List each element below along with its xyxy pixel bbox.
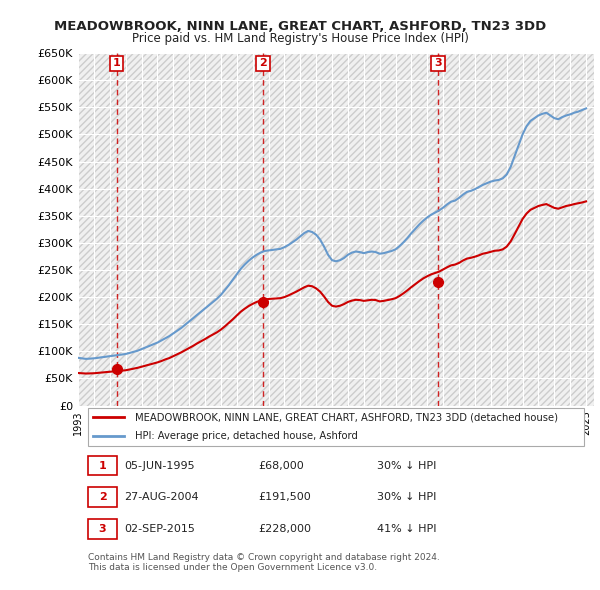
Text: 30% ↓ HPI: 30% ↓ HPI <box>377 461 437 471</box>
Text: £228,000: £228,000 <box>259 524 311 534</box>
Text: 30% ↓ HPI: 30% ↓ HPI <box>377 492 437 502</box>
Text: 1: 1 <box>113 58 121 68</box>
Text: MEADOWBROOK, NINN LANE, GREAT CHART, ASHFORD, TN23 3DD: MEADOWBROOK, NINN LANE, GREAT CHART, ASH… <box>54 20 546 33</box>
Text: 2: 2 <box>259 58 267 68</box>
Text: Contains HM Land Registry data © Crown copyright and database right 2024.
This d: Contains HM Land Registry data © Crown c… <box>88 553 440 572</box>
Text: 27-AUG-2004: 27-AUG-2004 <box>124 492 199 502</box>
Text: HPI: Average price, detached house, Ashford: HPI: Average price, detached house, Ashf… <box>135 431 358 441</box>
FancyBboxPatch shape <box>88 455 116 476</box>
Text: 3: 3 <box>98 524 106 534</box>
Text: 2: 2 <box>98 492 106 502</box>
FancyBboxPatch shape <box>88 519 116 539</box>
Text: 1: 1 <box>98 461 106 471</box>
Text: Price paid vs. HM Land Registry's House Price Index (HPI): Price paid vs. HM Land Registry's House … <box>131 32 469 45</box>
FancyBboxPatch shape <box>88 487 116 507</box>
Text: MEADOWBROOK, NINN LANE, GREAT CHART, ASHFORD, TN23 3DD (detached house): MEADOWBROOK, NINN LANE, GREAT CHART, ASH… <box>135 412 558 422</box>
Text: £191,500: £191,500 <box>259 492 311 502</box>
Text: 3: 3 <box>434 58 442 68</box>
Text: £68,000: £68,000 <box>259 461 304 471</box>
FancyBboxPatch shape <box>88 408 584 445</box>
Text: 05-JUN-1995: 05-JUN-1995 <box>124 461 195 471</box>
Text: 02-SEP-2015: 02-SEP-2015 <box>124 524 196 534</box>
Text: 41% ↓ HPI: 41% ↓ HPI <box>377 524 437 534</box>
